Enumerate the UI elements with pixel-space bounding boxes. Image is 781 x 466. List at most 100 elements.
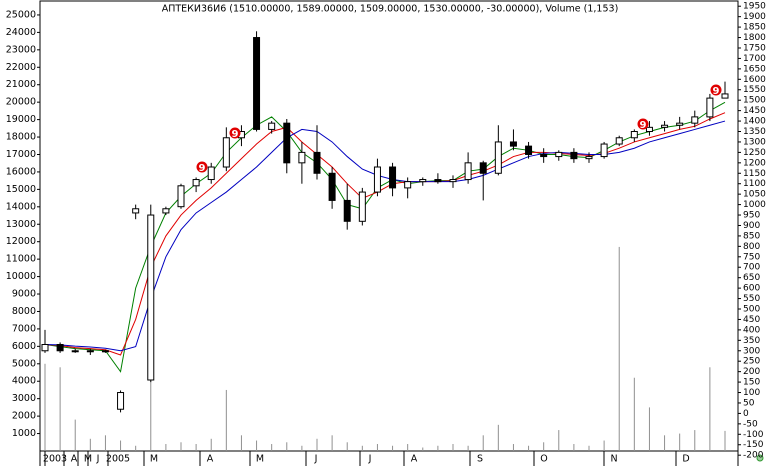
- x-tick-label: J: [314, 454, 318, 465]
- y2-tick-label: 1550: [743, 85, 766, 95]
- volume-bar: [512, 444, 514, 451]
- y2-tick-label: 1850: [743, 23, 766, 33]
- candle-body: [479, 162, 487, 174]
- y2-tick-label: -200: [743, 451, 764, 461]
- y-tick-label: 17000: [6, 149, 36, 160]
- candle-body: [540, 153, 548, 158]
- y-tick-label: 1000: [12, 428, 36, 439]
- y2-tick-label: 800: [743, 242, 760, 252]
- volume-bar: [89, 438, 91, 451]
- candle-body: [207, 166, 215, 181]
- volume-bar: [664, 435, 666, 451]
- signal-marker: [196, 161, 208, 173]
- x-tick-label: D: [682, 454, 689, 465]
- y-tick-label: 6000: [12, 341, 36, 352]
- volume-bar: [482, 435, 484, 451]
- candle-body: [162, 208, 170, 214]
- y-tick-label: 4000: [12, 376, 36, 387]
- volume-bar: [679, 433, 681, 451]
- candle-body: [676, 122, 684, 126]
- volume-bar: [452, 444, 454, 451]
- volume-bar: [150, 381, 152, 451]
- x-tick-label: M: [150, 454, 158, 465]
- candle-body: [691, 116, 699, 124]
- volume-bar: [528, 445, 530, 451]
- y2-tick-label: -150: [743, 440, 764, 450]
- candle-body: [555, 151, 563, 158]
- candle-body: [101, 350, 109, 353]
- candle-body: [358, 191, 366, 222]
- y2-tick-label: 750: [743, 252, 760, 262]
- y-tick-label: 13000: [6, 219, 36, 230]
- y2-tick-label: 1250: [743, 148, 766, 158]
- volume-bar: [120, 440, 122, 451]
- volume-bar: [543, 442, 545, 451]
- x-tick-label: 2003: [43, 454, 67, 465]
- signal-label: 9: [713, 86, 720, 97]
- volume-bar: [558, 430, 560, 451]
- signal-marker: [710, 84, 722, 96]
- y2-tick-label: 1700: [743, 54, 766, 64]
- volume-bar: [376, 444, 378, 451]
- y-tick-label: 3000: [12, 393, 36, 404]
- x-tick-label: J: [96, 454, 100, 465]
- y-tick-label: 12000: [6, 236, 36, 247]
- volume-bar: [407, 444, 409, 451]
- volume-bar: [724, 430, 726, 451]
- y2-tick-label: 1400: [743, 117, 766, 127]
- y-tick-label: 21000: [6, 79, 36, 90]
- y2-tick-label: 150: [743, 378, 760, 388]
- y2-tick-label: 0: [743, 409, 749, 419]
- y2-tick-label: 50: [743, 398, 755, 408]
- volume-bar: [361, 445, 363, 451]
- y-tick-label: 19000: [6, 114, 36, 125]
- volume-bar: [331, 435, 333, 451]
- x-tick-label: M: [256, 454, 264, 465]
- y2-tick-label: 500: [743, 305, 760, 315]
- volume-bar: [437, 445, 439, 451]
- candle-body: [147, 214, 155, 381]
- x-tick-label: A: [411, 454, 418, 465]
- candle-body: [373, 166, 381, 193]
- volume-bar: [392, 445, 394, 451]
- candle-body: [117, 392, 125, 410]
- volume-bar: [301, 445, 303, 451]
- candle-body: [177, 185, 185, 208]
- y2-tick-label: 1750: [743, 43, 766, 53]
- y2-tick-label: 1950: [743, 2, 766, 12]
- volume-bar: [618, 246, 620, 451]
- volume-bar: [44, 363, 46, 451]
- y-tick-label: 24000: [6, 27, 36, 38]
- candle-body: [56, 344, 64, 352]
- signal-label: 9: [232, 129, 239, 140]
- y2-tick-label: 1300: [743, 137, 766, 147]
- y-tick-label: 23000: [6, 44, 36, 55]
- candle-body: [404, 181, 412, 189]
- volume-bar: [271, 444, 273, 451]
- volume-bar: [210, 438, 212, 451]
- candle-body: [464, 162, 472, 181]
- y-tick-label: 7000: [12, 323, 36, 334]
- y2-tick-label: 1100: [743, 179, 766, 189]
- candle-body: [41, 344, 49, 352]
- candle-body: [570, 151, 578, 160]
- volume-bar: [286, 442, 288, 451]
- y2-tick-label: 1050: [743, 190, 766, 200]
- plot-frame: [39, 0, 739, 452]
- y2-tick-label: 700: [743, 263, 760, 273]
- y2-tick-label: 550: [743, 294, 760, 304]
- signal-label: 9: [199, 163, 206, 174]
- x-tick-label: 2005: [106, 454, 130, 465]
- candle-body: [645, 126, 653, 133]
- volume-bar: [74, 419, 76, 451]
- candle-body: [313, 151, 321, 174]
- y2-tick-label: 1500: [743, 96, 766, 106]
- y-tick-label: 10000: [6, 271, 36, 282]
- y2-tick-label: 900: [743, 221, 760, 231]
- moving-average-line: [44, 101, 726, 373]
- moving-average-line: [44, 112, 726, 356]
- x-tick-label: O: [540, 454, 547, 465]
- y2-tick-label: 1800: [743, 33, 766, 43]
- candle-body: [132, 208, 140, 214]
